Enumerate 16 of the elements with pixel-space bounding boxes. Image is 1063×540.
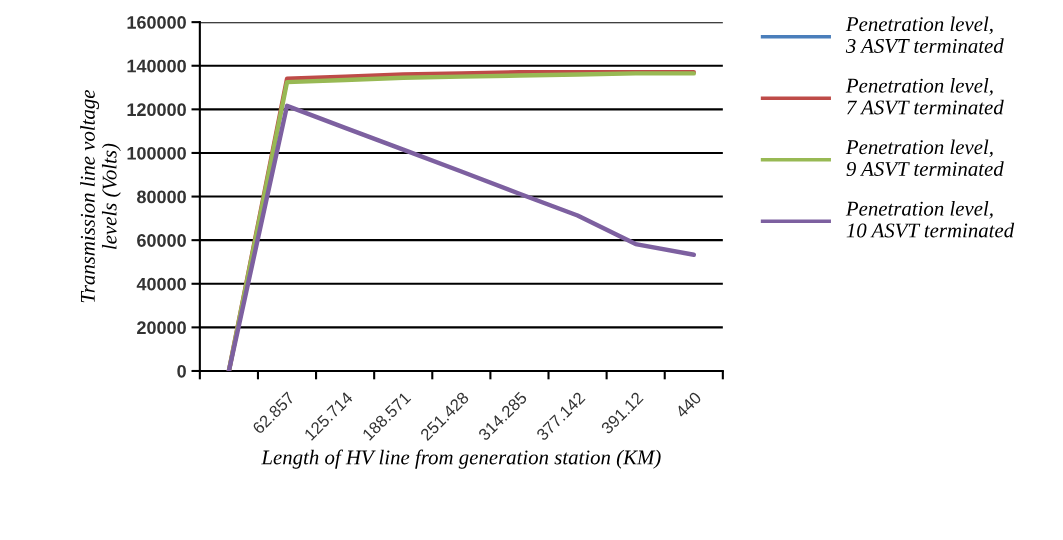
legend-label: Penetration level, 3 ASVT terminated [845,16,1004,54]
y-tick-label: 140000 [127,59,186,73]
y-tick-label: 20000 [137,321,186,335]
legend-label: Penetration level, 10 ASVT terminated [845,201,1015,238]
legend-label: Penetration level, 9 ASVT terminated [845,139,1004,177]
y-tick-label: 60000 [137,234,186,247]
y-tick-label: 120000 [127,103,186,117]
y-tick-label: 80000 [137,190,186,204]
y-tick-label: 160000 [127,16,186,29]
y-tick-label: 40000 [136,277,186,291]
y-tick-label: 100000 [127,146,186,160]
y-axis-title: Transmission line voltage levels (Volts) [80,89,121,303]
legend-label: Penetration level, 7 ASVT terminated [845,78,1004,115]
y-tick-label: 0 [177,364,186,378]
x-axis-title: Length of HV line from generation station (KM) [261,449,661,469]
x-tick-label: 440 [674,391,702,419]
